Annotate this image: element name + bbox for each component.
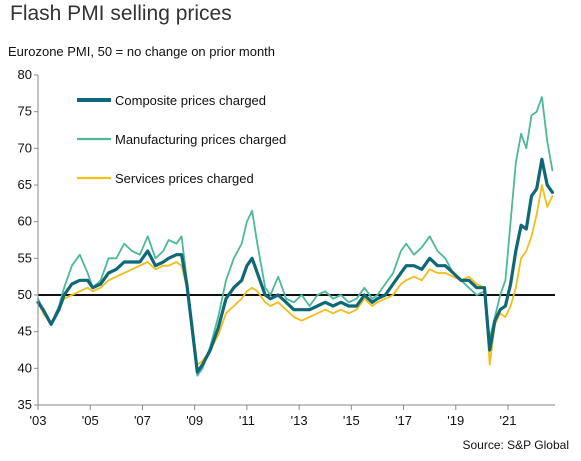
y-tick-label: 60 [18, 214, 32, 229]
y-tick-75: 75 [18, 104, 38, 119]
y-tick-label: 35 [18, 397, 32, 412]
x-tick-'13: '13 [291, 405, 308, 428]
y-tick-label: 65 [18, 177, 32, 192]
x-tick-'19: '19 [447, 405, 464, 428]
y-tick-label: 80 [18, 67, 32, 82]
x-tick-label: '03 [30, 413, 47, 428]
x-tick-'05: '05 [82, 405, 99, 428]
chart-title: Flash PMI selling prices [10, 2, 232, 25]
y-tick-label: 50 [18, 287, 32, 302]
legend-item: Manufacturing prices charged [77, 132, 286, 147]
x-axis-ticks: '03 '05 '07 '09 '11 '13 '15 '17 '19 '21 [30, 405, 517, 428]
legend-item: Services prices charged [77, 171, 254, 186]
legend-item: Composite prices charged [77, 93, 266, 108]
y-tick-label: 45 [18, 324, 32, 339]
series-lines [36, 96, 554, 377]
x-tick-label: '07 [134, 413, 151, 428]
legend: Composite prices charged Manufacturing pr… [77, 93, 286, 186]
y-tick-70: 70 [18, 140, 38, 155]
y-tick-40: 40 [18, 360, 38, 375]
y-tick-50: 50 [18, 287, 38, 302]
x-tick-label: '13 [291, 413, 308, 428]
x-tick-label: '05 [82, 413, 99, 428]
series-line-services-prices-charged [37, 184, 554, 366]
legend-label: Composite prices charged [115, 93, 266, 108]
x-tick-'15: '15 [343, 405, 360, 428]
x-tick-label: '15 [343, 413, 360, 428]
x-tick-label: '21 [500, 413, 517, 428]
y-tick-80: 80 [18, 67, 38, 82]
source-note: Source: S&P Global [462, 438, 569, 452]
y-tick-label: 70 [18, 140, 32, 155]
y-tick-35: 35 [18, 397, 38, 412]
x-tick-'03: '03 [30, 405, 47, 428]
x-tick-label: '17 [395, 413, 412, 428]
chart-subtitle: Eurozone PMI, 50 = no change on prior mo… [8, 44, 276, 59]
x-tick-'11: '11 [239, 405, 255, 428]
legend-label: Services prices charged [115, 171, 254, 186]
y-tick-label: 55 [18, 250, 32, 265]
y-tick-label: 75 [18, 104, 32, 119]
x-tick-'07: '07 [134, 405, 151, 428]
y-axis-ticks: 35 40 45 50 55 60 65 70 75 80 [18, 67, 38, 412]
x-tick-'09: '09 [186, 405, 203, 428]
legend-label: Manufacturing prices charged [115, 132, 286, 147]
y-tick-45: 45 [18, 324, 38, 339]
series-line-composite-prices-charged [36, 157, 554, 374]
x-tick-label: '11 [239, 413, 255, 428]
y-tick-label: 40 [18, 360, 32, 375]
y-tick-65: 65 [18, 177, 38, 192]
axis [37, 75, 555, 406]
x-tick-'21: '21 [500, 405, 517, 428]
x-tick-label: '09 [186, 413, 203, 428]
x-tick-'17: '17 [395, 405, 412, 428]
x-tick-label: '19 [447, 413, 464, 428]
y-tick-60: 60 [18, 214, 38, 229]
y-tick-55: 55 [18, 250, 38, 265]
